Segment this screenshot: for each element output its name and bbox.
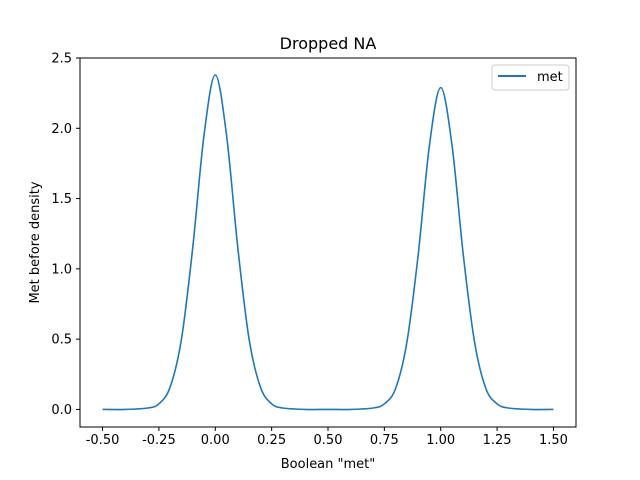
y-tick-label: 0.5 [51,333,72,348]
y-axis-ticks: 0.0 0.5 1.0 1.5 2.0 2.5 [51,52,80,418]
series-line-met [102,74,554,411]
x-tick-label: -0.50 [86,433,120,448]
y-tick-label: 1.5 [51,192,72,207]
y-axis-label: Met before density [28,181,43,303]
x-tick-label: 0.25 [257,433,286,448]
x-tick-label: -0.25 [142,433,176,448]
y-tick-label: 2.5 [51,52,72,67]
legend-box [491,64,570,91]
x-tick-label: 0.50 [314,433,343,448]
x-tick-label: 0.00 [201,433,230,448]
legend: met [491,64,570,91]
plot-area [102,74,554,411]
x-tick-label: 0.75 [370,433,399,448]
y-tick-label: 2.0 [51,122,72,137]
chart-title: Dropped NA [280,34,377,53]
x-axis-label: Boolean "met" [281,457,376,472]
y-tick-label: 0.0 [51,403,72,418]
y-tick-label: 1.0 [51,262,72,277]
x-tick-label: 1.50 [539,433,568,448]
x-tick-label: 1.25 [483,433,512,448]
x-tick-label: 1.00 [426,433,455,448]
axes-frame [79,57,577,428]
x-axis-ticks: -0.50 -0.25 0.00 0.25 0.50 0.75 1.00 1.25 1.50 [86,427,568,448]
legend-label-met: met [537,70,563,85]
